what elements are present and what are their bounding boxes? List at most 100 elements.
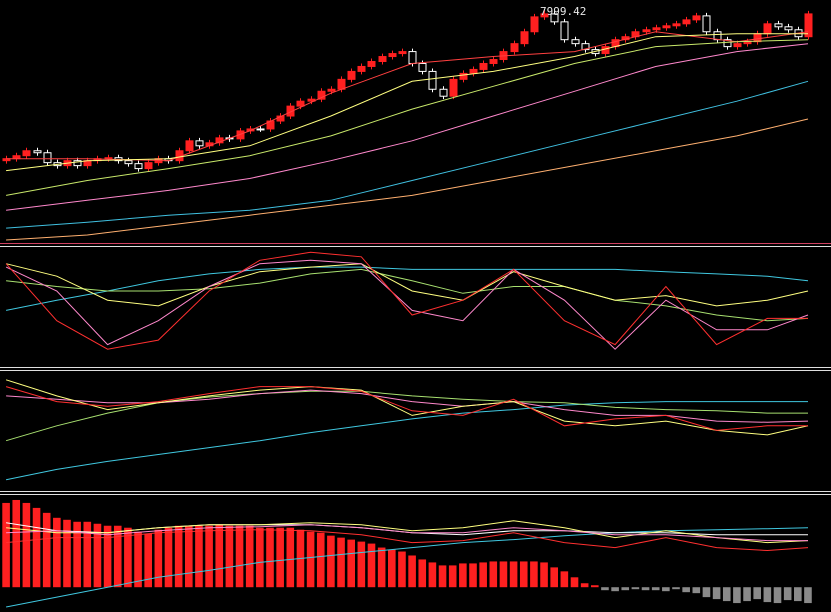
candle-body: [408, 51, 417, 64]
candle-body: [428, 70, 437, 90]
bar: [164, 527, 173, 588]
candle-body: [104, 157, 113, 160]
bar: [53, 517, 61, 588]
bar: [733, 587, 741, 604]
indicator-line: [6, 118, 809, 241]
candle-body: [134, 163, 143, 170]
bar: [489, 561, 498, 588]
candle-body: [540, 13, 549, 18]
candle-body: [378, 56, 387, 63]
candle-body: [144, 162, 153, 170]
bar: [124, 527, 132, 588]
candle-body: [256, 128, 265, 131]
indicator-line: [5, 379, 809, 436]
candle-body: [469, 68, 478, 74]
bar: [144, 533, 152, 588]
candle-body: [672, 23, 681, 27]
bar: [499, 561, 508, 588]
bar: [235, 525, 244, 588]
bar: [804, 587, 812, 604]
bar: [651, 587, 660, 591]
bar: [154, 529, 163, 588]
bar: [357, 541, 366, 588]
bar: [519, 561, 528, 588]
bar: [479, 562, 487, 588]
bar: [63, 519, 71, 588]
candle-body: [73, 160, 82, 167]
candle-body: [449, 78, 458, 97]
indicator-line: [6, 80, 809, 229]
bar: [631, 587, 640, 590]
bar: [398, 551, 406, 588]
bar: [682, 587, 690, 593]
bar: [32, 507, 41, 588]
bar: [560, 571, 569, 588]
candle-body: [804, 13, 813, 38]
indicator-line: [6, 529, 809, 552]
bar: [428, 562, 437, 588]
candle-body: [479, 62, 488, 70]
bar: [469, 563, 477, 588]
candle-body: [195, 140, 204, 147]
bar: [174, 525, 183, 588]
indicator-line: [6, 524, 808, 542]
candle-body: [510, 43, 519, 53]
bar: [12, 499, 21, 588]
bar: [73, 521, 81, 588]
bar: [377, 547, 386, 588]
bar: [459, 563, 467, 588]
bar: [591, 585, 599, 588]
candle-body: [185, 140, 194, 152]
indicator-line: [5, 386, 808, 431]
bar: [387, 549, 396, 588]
bar: [418, 559, 427, 588]
bar: [266, 527, 274, 588]
candle-body: [723, 39, 732, 48]
bar: [22, 502, 31, 588]
bar: [215, 524, 224, 588]
candle-body: [642, 29, 651, 33]
candle-body: [367, 61, 376, 67]
bar: [601, 587, 609, 591]
bar: [692, 587, 701, 594]
candle-body: [753, 33, 762, 43]
bar: [540, 562, 548, 588]
candle-body: [124, 160, 133, 165]
indicator-line: [6, 39, 809, 196]
bar: [570, 577, 579, 588]
candle-body: [296, 100, 305, 107]
bar: [205, 525, 213, 588]
bar: [83, 521, 92, 588]
bar: [42, 512, 51, 588]
bar: [753, 587, 762, 600]
candle-body: [347, 70, 356, 80]
candle-body: [398, 51, 407, 55]
bar: [184, 525, 193, 588]
indicator-line: [5, 263, 809, 307]
indicator-line: [6, 389, 809, 423]
candle-body: [581, 43, 590, 51]
candle-body: [327, 88, 336, 92]
bar: [286, 527, 295, 588]
bar: [783, 587, 792, 601]
candle-body: [357, 65, 366, 72]
bar: [580, 583, 589, 588]
candle-body: [702, 15, 711, 33]
bar: [276, 527, 284, 588]
bar: [509, 561, 518, 588]
bar: [195, 525, 203, 588]
bar: [712, 587, 721, 600]
bar: [672, 587, 680, 590]
candle-body: [520, 31, 529, 45]
candle-body: [317, 90, 326, 100]
candle-body: [774, 23, 783, 28]
candle-body: [652, 27, 661, 31]
bar: [763, 587, 772, 603]
indicator-line: [5, 259, 809, 350]
bar: [367, 543, 376, 588]
bar: [256, 527, 264, 588]
candle-body: [571, 39, 580, 45]
indicator-line: [5, 251, 808, 350]
bar: [316, 532, 325, 588]
